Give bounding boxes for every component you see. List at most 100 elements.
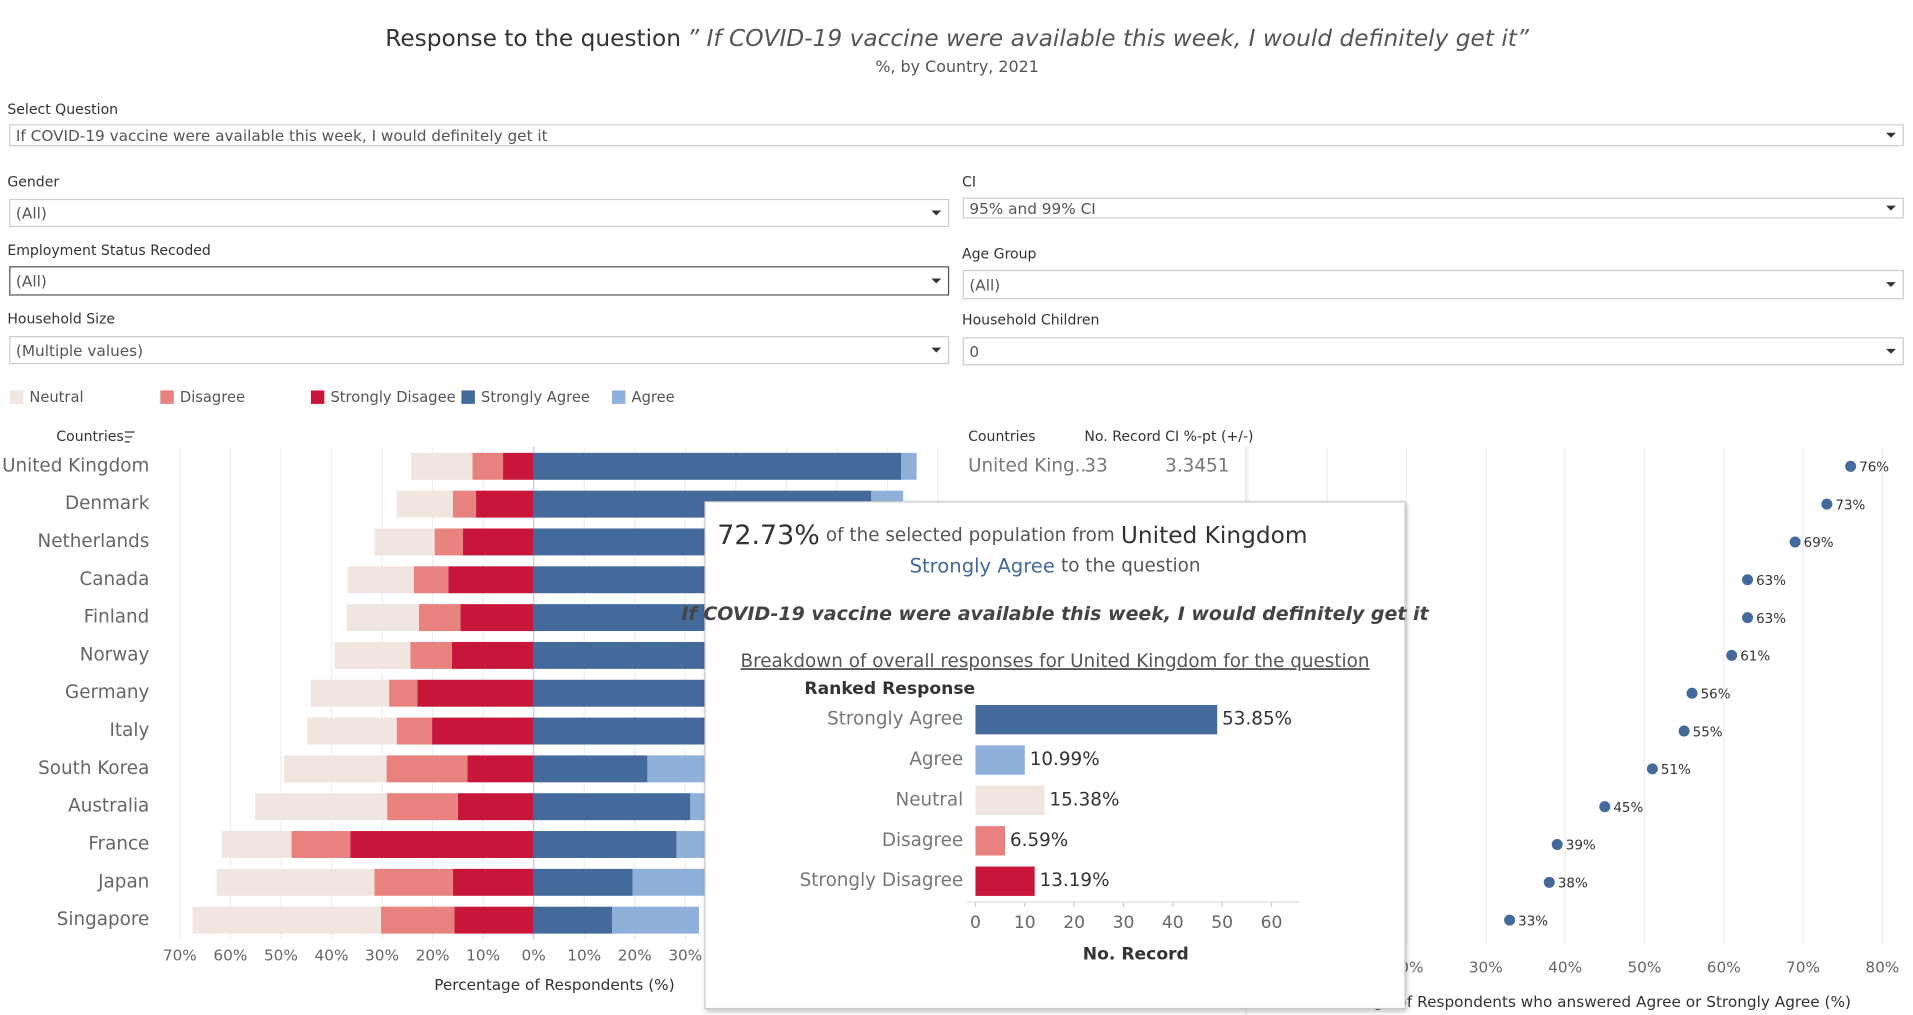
legend-label: Disagree xyxy=(180,389,245,406)
x-tick-label: 30% xyxy=(1469,959,1503,977)
x-tick-label: 10% xyxy=(466,946,500,964)
x-tick-label: 80% xyxy=(1865,959,1899,977)
y-tick-label: Canada xyxy=(80,569,150,590)
data-label: 56% xyxy=(1701,687,1731,702)
tooltip-percent: 72.73% xyxy=(717,520,820,551)
dot xyxy=(1504,914,1516,926)
dot xyxy=(1599,801,1611,813)
tooltip-text: of the selected population from xyxy=(826,525,1115,546)
y-tick-label: Singapore xyxy=(57,909,150,930)
dropdown-arrow xyxy=(931,278,942,284)
filter-dropdown[interactable] xyxy=(9,124,1904,147)
y-tick-label: Strongly Disagree xyxy=(800,870,964,891)
bar xyxy=(975,826,1006,856)
x-tick-label: 30 xyxy=(1113,913,1135,933)
tooltip-headline: 72.73% of the selected population from Uni… xyxy=(717,520,1307,551)
subtitle: %, by Country, 2021 xyxy=(875,57,1039,76)
data-label: 38% xyxy=(1558,877,1588,892)
y-tick-label: Disagree xyxy=(882,830,963,851)
bar-segment xyxy=(374,868,453,896)
x-tick-label: 10 xyxy=(1014,913,1036,933)
filter-label: Employment Status Recoded xyxy=(7,243,211,259)
bar-segment xyxy=(503,452,534,480)
x-tick-label: 40 xyxy=(1162,913,1184,933)
filter-label: Household Size xyxy=(7,311,115,327)
bar-segment xyxy=(533,755,648,783)
legend-label: Strongly Agree xyxy=(481,389,590,406)
bar-segment xyxy=(432,717,534,745)
tooltip-country: United Kingdom xyxy=(1121,522,1308,549)
data-label: 61% xyxy=(1740,650,1770,665)
filter-dropdown[interactable] xyxy=(9,266,950,296)
y-tick-label: Strongly Agree xyxy=(827,709,963,730)
x-tick-label: 60 xyxy=(1261,913,1283,933)
tooltip-text: to the question xyxy=(1061,556,1200,577)
x-tick-label: 60% xyxy=(1707,959,1741,977)
legend-swatch xyxy=(310,390,325,404)
bar-segment xyxy=(533,906,613,934)
x-tick-label: 30% xyxy=(668,946,702,964)
bar-segment xyxy=(418,604,461,632)
bar-segment xyxy=(283,755,387,783)
x-axis-title: Percentage of Respondents who answered A… xyxy=(1307,993,1851,1011)
legend-label: Strongly Disagee xyxy=(330,389,455,406)
tooltip: 72.73% of the selected population from Uni… xyxy=(681,501,1430,1010)
y-tick-label: Norway xyxy=(80,644,150,665)
dropdown-arrow xyxy=(931,347,942,353)
data-label: 73% xyxy=(1835,498,1865,513)
chart-title: Response to the question” If COVID-19 va… xyxy=(385,25,1530,52)
filter-dropdown[interactable] xyxy=(962,337,1904,366)
filter-dropdown[interactable] xyxy=(9,198,950,228)
bar-segment xyxy=(310,679,390,707)
x-tick-label: 70% xyxy=(163,946,197,964)
bar-segment xyxy=(451,641,534,669)
legend-swatch xyxy=(160,390,174,404)
filter-value: 0 xyxy=(969,343,979,361)
y-tick-label: Australia xyxy=(68,796,149,817)
bar-segment xyxy=(460,604,534,632)
bar-segment xyxy=(417,679,534,707)
data-label: 45% xyxy=(1613,801,1643,816)
bar-segment xyxy=(448,566,534,594)
dot xyxy=(1551,838,1563,851)
dot xyxy=(1845,460,1857,472)
filter-dropdown[interactable] xyxy=(962,197,1904,219)
table-header: Countries xyxy=(968,429,1035,445)
bar-segment xyxy=(411,452,473,480)
filter-label: Select Question xyxy=(7,102,118,118)
bar-segment xyxy=(291,831,351,858)
filter-dropdown[interactable] xyxy=(9,335,950,365)
table-cell: United King.. xyxy=(968,455,1086,476)
bar-segment xyxy=(452,868,534,896)
x-tick-label: 50 xyxy=(1211,913,1233,933)
dot xyxy=(1678,725,1690,737)
dropdown-arrow xyxy=(931,210,942,216)
x-tick-label: 0 xyxy=(970,913,981,933)
bar-segment xyxy=(350,831,534,858)
data-label: 10.99% xyxy=(1030,749,1100,770)
legend-label: Neutral xyxy=(29,389,83,406)
y-tick-label: Germany xyxy=(65,682,149,703)
legend-label: Agree xyxy=(632,389,675,406)
filter-dropdown[interactable] xyxy=(962,269,1904,300)
x-tick-label: 70% xyxy=(1786,959,1820,977)
x-tick-label: 50% xyxy=(264,946,298,964)
dot xyxy=(1686,687,1698,699)
bar-segment xyxy=(334,641,411,669)
title-prefix: Response to the question xyxy=(385,25,681,52)
data-label: 51% xyxy=(1661,763,1691,778)
bar xyxy=(975,745,1025,775)
data-label: 63% xyxy=(1756,612,1786,627)
bar-segment xyxy=(901,452,917,480)
bar-segment xyxy=(346,604,419,632)
y-axis-title: Countries xyxy=(56,429,123,445)
data-label: 76% xyxy=(1859,461,1889,476)
table-header: No. Record xyxy=(1084,429,1160,445)
dot xyxy=(1742,612,1754,624)
filter-label: Age Group xyxy=(962,247,1037,263)
bar-segment xyxy=(457,793,534,821)
filter-value: (Multiple values) xyxy=(16,342,143,360)
tooltip-question: If COVID-19 vaccine were available this … xyxy=(681,603,1429,625)
